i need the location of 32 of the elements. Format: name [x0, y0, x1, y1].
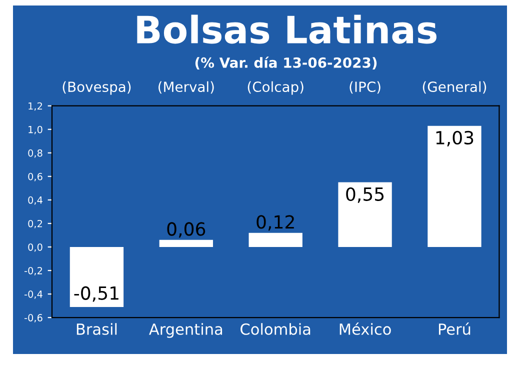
- data-label: 0,06: [167, 222, 206, 238]
- data-label: 0,12: [256, 215, 294, 231]
- text: (General): [422, 81, 486, 94]
- bar: [248, 232, 302, 247]
- chart-subtitle: (% Var. día 13-06-2023): [195, 56, 377, 70]
- y-tick-label: -0,2: [24, 266, 42, 276]
- y-tick-label: 0,8: [28, 149, 42, 158]
- data-label: 0,55: [346, 187, 384, 203]
- y-tick-label: 0,2: [28, 220, 42, 228]
- text: (Bovespa): [62, 81, 131, 95]
- bar: [70, 246, 124, 307]
- x-tick-label: Brasil: [76, 323, 117, 335]
- bar: [159, 240, 213, 247]
- text: (IPC): [350, 81, 380, 94]
- x-tick-label: Perú: [438, 322, 470, 335]
- text: (Colcap): [248, 81, 304, 95]
- y-tick-label: 0,0: [28, 243, 42, 252]
- x-tick-label: México: [340, 322, 391, 335]
- text: (Merval): [158, 81, 214, 94]
- y-tick-label: 1,0: [28, 126, 42, 134]
- x-tick-label: Argentina: [149, 323, 222, 338]
- y-tick-label: -0,4: [24, 290, 42, 299]
- y-tick-label: 0,6: [28, 172, 42, 182]
- y-tick-label: 1,2: [28, 102, 42, 111]
- data-label: -0,51: [74, 286, 118, 302]
- bar: [428, 126, 482, 247]
- bar: [338, 182, 392, 247]
- data-label: 1,03: [436, 130, 474, 146]
- chart-title: Bolsas Latinas: [137, 14, 436, 44]
- x-tick-label: Colombia: [240, 323, 310, 335]
- y-tick-label: 0,4: [28, 196, 42, 205]
- y-tick-label: -0,6: [24, 314, 42, 322]
